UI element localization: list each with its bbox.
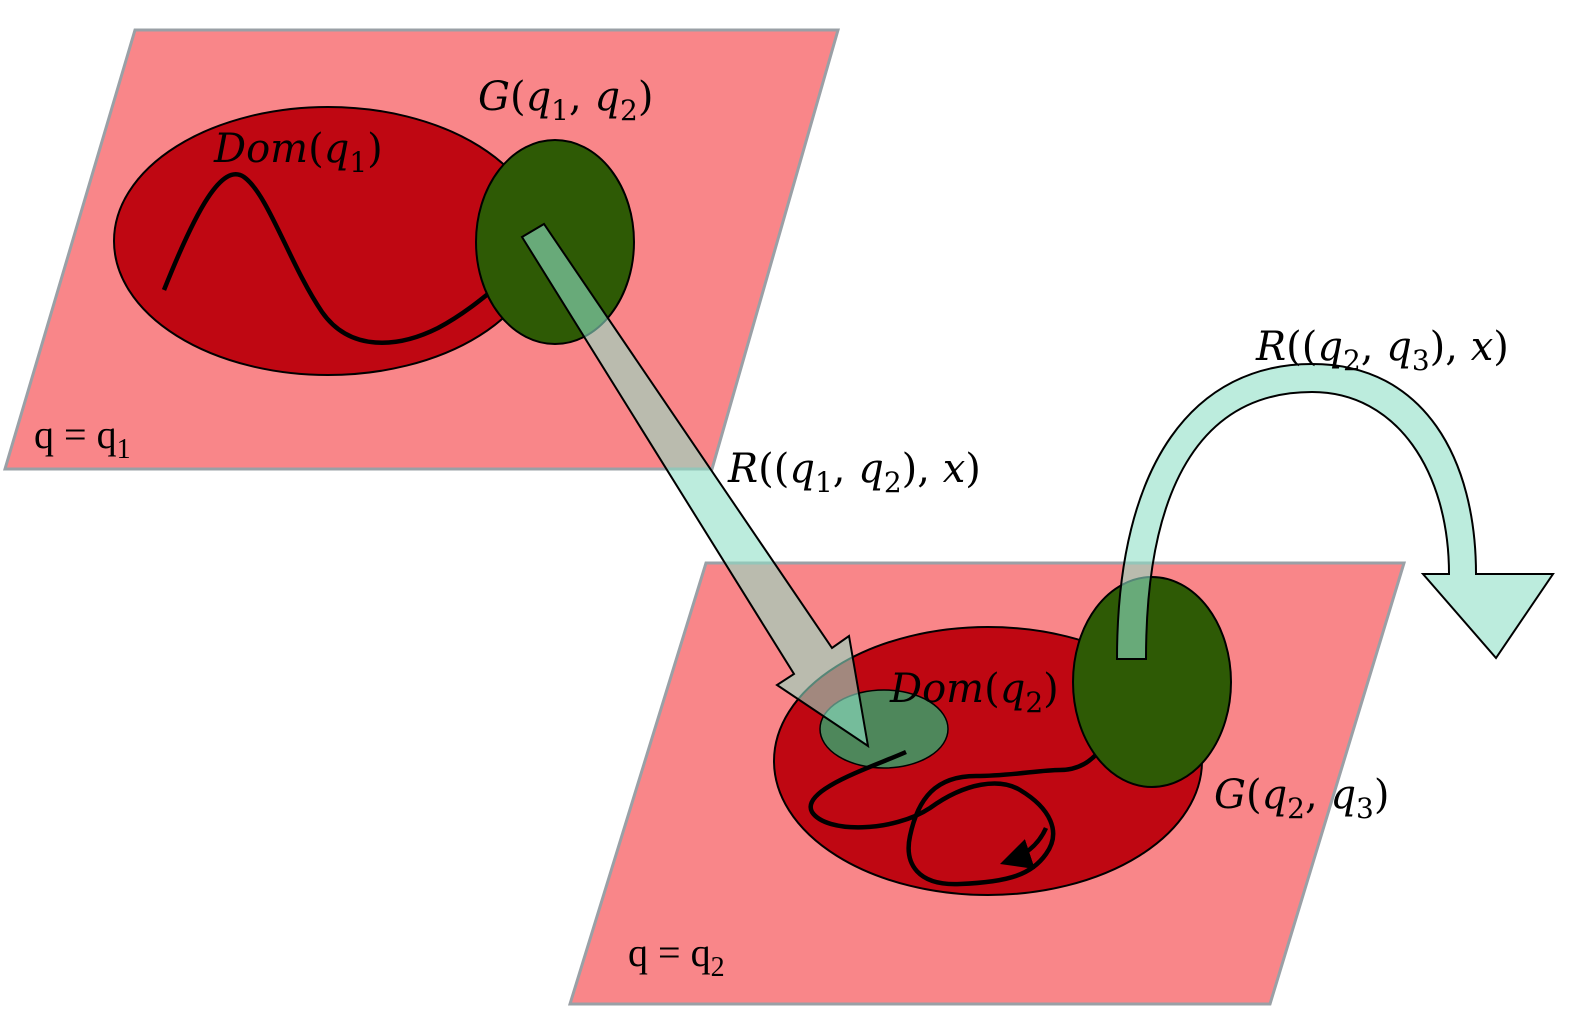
domain-1-label: Dom(q1) — [213, 126, 383, 179]
guard-2-region — [1072, 576, 1232, 788]
reset-arrow-2 — [1115, 362, 1555, 660]
reset-arrow-1 — [520, 222, 870, 749]
guard-2-label: G(q2, q3) — [1214, 772, 1389, 825]
domain-2-label: Dom(q2) — [889, 666, 1059, 719]
trajectory-2-curve — [808, 665, 1139, 887]
trajectory-1-curve — [161, 172, 515, 345]
reset-1-label: R((q1, q2), x) — [727, 446, 981, 499]
trajectory-2-loop-arrow — [1000, 827, 1049, 869]
mode-2-plane: q = q2 Dom(q2) G(q2, q3) — [567, 561, 1407, 1006]
mode-1-label: q = q1 — [34, 412, 131, 465]
guard-1-label: G(q1, q2) — [478, 74, 653, 127]
reset-2-label: R((q2, q3), x) — [1255, 324, 1509, 377]
mode-1-plane: q = q1 Dom(q1) G(q1, q2) — [2, 28, 840, 471]
mode-2-label: q = q2 — [628, 930, 725, 983]
